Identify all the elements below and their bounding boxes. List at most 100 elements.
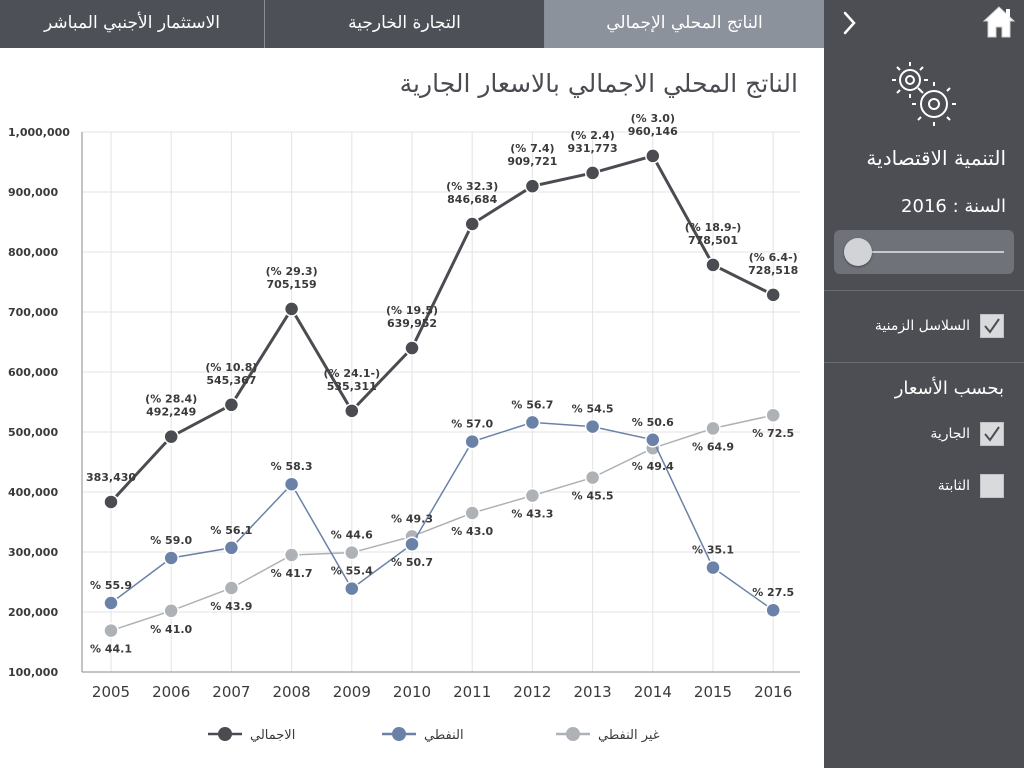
growth-label-total: (% 2.4) bbox=[570, 129, 614, 142]
growth-label-total: (% 19.5) bbox=[386, 304, 438, 317]
home-icon[interactable] bbox=[982, 4, 1016, 40]
share-label-oil: % 55.9 bbox=[90, 579, 132, 592]
chart-title: الناتج المحلي الاجمالي بالاسعار الجارية bbox=[400, 69, 798, 99]
constant-prices-option[interactable]: الثابتة bbox=[938, 474, 1004, 498]
time-series-checkbox[interactable] bbox=[980, 314, 1004, 338]
data-point-oil bbox=[103, 595, 119, 611]
share-label-nonoil: % 43.9 bbox=[210, 600, 252, 613]
chart-series bbox=[103, 148, 781, 639]
data-point-oil bbox=[645, 432, 661, 448]
data-point-nonoil bbox=[765, 407, 781, 423]
data-point-oil bbox=[584, 418, 601, 435]
legend-swatch-marker bbox=[218, 727, 232, 741]
x-tick-label: 2008 bbox=[273, 683, 311, 701]
value-label-total: 846,684 bbox=[447, 193, 497, 206]
data-point-nonoil bbox=[103, 622, 119, 639]
x-tick-label: 2011 bbox=[453, 683, 491, 701]
growth-label-total: (% 7.4) bbox=[510, 142, 554, 155]
data-point-total bbox=[464, 216, 480, 232]
divider bbox=[824, 362, 1024, 363]
data-point-oil bbox=[404, 536, 420, 552]
data-point-oil bbox=[765, 602, 781, 618]
tab-foreign-investment[interactable]: الاستثمار الأجنبي المباشر bbox=[44, 13, 220, 33]
value-label-total: 545,367 bbox=[206, 374, 256, 387]
data-point-total bbox=[163, 428, 179, 445]
y-tick-label: 800,000 bbox=[8, 246, 58, 259]
y-tick-label: 200,000 bbox=[8, 606, 58, 619]
chevron-right-icon[interactable] bbox=[840, 8, 860, 38]
data-point-oil bbox=[344, 580, 360, 597]
share-label-oil: % 57.0 bbox=[451, 418, 493, 431]
growth-label-total: (% 29.3) bbox=[266, 265, 318, 278]
share-label-nonoil: % 43.3 bbox=[511, 508, 553, 521]
gears-icon bbox=[892, 62, 956, 126]
data-point-total bbox=[584, 165, 601, 181]
value-label-total: 639,952 bbox=[387, 317, 437, 330]
legend-label: النفطي bbox=[424, 728, 464, 743]
x-tick-label: 2012 bbox=[513, 683, 551, 701]
legend-item-nonoil[interactable]: غير النفطي bbox=[556, 727, 660, 743]
checkmark-icon bbox=[984, 318, 1000, 334]
growth-label-total: (% 6.4-) bbox=[749, 251, 798, 264]
y-tick-label: 700,000 bbox=[8, 306, 58, 319]
slider-handle[interactable] bbox=[844, 238, 872, 266]
growth-label-total: (% 10.8) bbox=[205, 361, 257, 374]
checkmark-icon bbox=[984, 426, 1000, 442]
chart-legend[interactable]: الاجمالي النفطي غير النفطي bbox=[208, 727, 660, 743]
x-tick-label: 2006 bbox=[152, 683, 190, 701]
time-series-label: السلاسل الزمنية bbox=[874, 318, 970, 334]
x-tick-label: 2016 bbox=[754, 683, 792, 701]
data-point-oil bbox=[223, 540, 240, 556]
tab-gdp[interactable]: الناتج المحلي الإجمالي bbox=[544, 0, 824, 48]
data-point-oil bbox=[524, 414, 541, 431]
data-point-nonoil bbox=[705, 420, 721, 437]
growth-label-total: (% 3.0) bbox=[631, 112, 675, 125]
legend-swatch-marker bbox=[566, 727, 580, 741]
share-label-nonoil: % 45.5 bbox=[572, 490, 614, 503]
legend-swatch-marker bbox=[392, 727, 406, 741]
data-point-nonoil bbox=[464, 505, 480, 521]
tab-foreign-trade[interactable]: التجارة الخارجية bbox=[264, 0, 544, 48]
y-tick-label: 500,000 bbox=[8, 426, 58, 439]
year-slider[interactable] bbox=[834, 230, 1014, 274]
share-label-nonoil: % 49.4 bbox=[632, 460, 674, 473]
slider-track[interactable] bbox=[864, 251, 1004, 253]
section-title: التنمية الاقتصادية bbox=[866, 146, 1006, 170]
current-prices-option[interactable]: الجارية bbox=[930, 422, 1004, 446]
time-series-option[interactable]: السلاسل الزمنية bbox=[875, 314, 1004, 338]
growth-label-total: (% 28.4) bbox=[145, 393, 197, 406]
data-point-oil bbox=[283, 476, 300, 492]
value-label-total: 383,430 bbox=[86, 471, 136, 484]
current-prices-label: الجارية bbox=[930, 426, 970, 442]
series-line-oil bbox=[110, 421, 774, 611]
constant-prices-checkbox[interactable] bbox=[980, 474, 1004, 498]
x-tick-label: 2014 bbox=[634, 683, 672, 701]
share-label-oil: % 56.7 bbox=[511, 398, 553, 411]
share-label-nonoil: % 49.3 bbox=[391, 512, 433, 525]
data-point-nonoil bbox=[584, 469, 601, 486]
y-tick-label: 600,000 bbox=[8, 366, 58, 379]
y-tick-label: 900,000 bbox=[8, 186, 58, 199]
y-tick-label: 400,000 bbox=[8, 486, 58, 499]
value-label-total: 535,311 bbox=[327, 380, 377, 393]
value-label-total: 492,249 bbox=[146, 406, 196, 419]
data-point-total bbox=[103, 494, 119, 510]
share-label-oil: % 50.7 bbox=[391, 556, 433, 569]
legend-item-total[interactable]: الاجمالي bbox=[208, 727, 295, 743]
gdp-chart: الناتج المحلي الاجمالي بالاسعار الجارية … bbox=[8, 69, 800, 743]
current-prices-checkbox[interactable] bbox=[980, 422, 1004, 446]
legend-item-oil[interactable]: النفطي bbox=[382, 727, 464, 743]
share-label-oil: % 35.1 bbox=[692, 544, 734, 557]
value-label-total: 909,721 bbox=[507, 155, 557, 168]
x-tick-label: 2013 bbox=[574, 683, 612, 701]
x-tick-label: 2015 bbox=[694, 683, 732, 701]
share-label-oil: % 59.0 bbox=[150, 534, 192, 547]
share-label-oil: % 56.1 bbox=[210, 524, 252, 537]
data-point-total bbox=[645, 148, 661, 164]
y-tick-label: 1,000,000 bbox=[8, 126, 70, 139]
chart-panel: الناتج المحلي الاجمالي بالاسعار الجارية … bbox=[0, 48, 824, 768]
data-point-total bbox=[223, 397, 240, 413]
x-tick-label: 2005 bbox=[92, 683, 130, 701]
data-point-total bbox=[344, 403, 360, 419]
